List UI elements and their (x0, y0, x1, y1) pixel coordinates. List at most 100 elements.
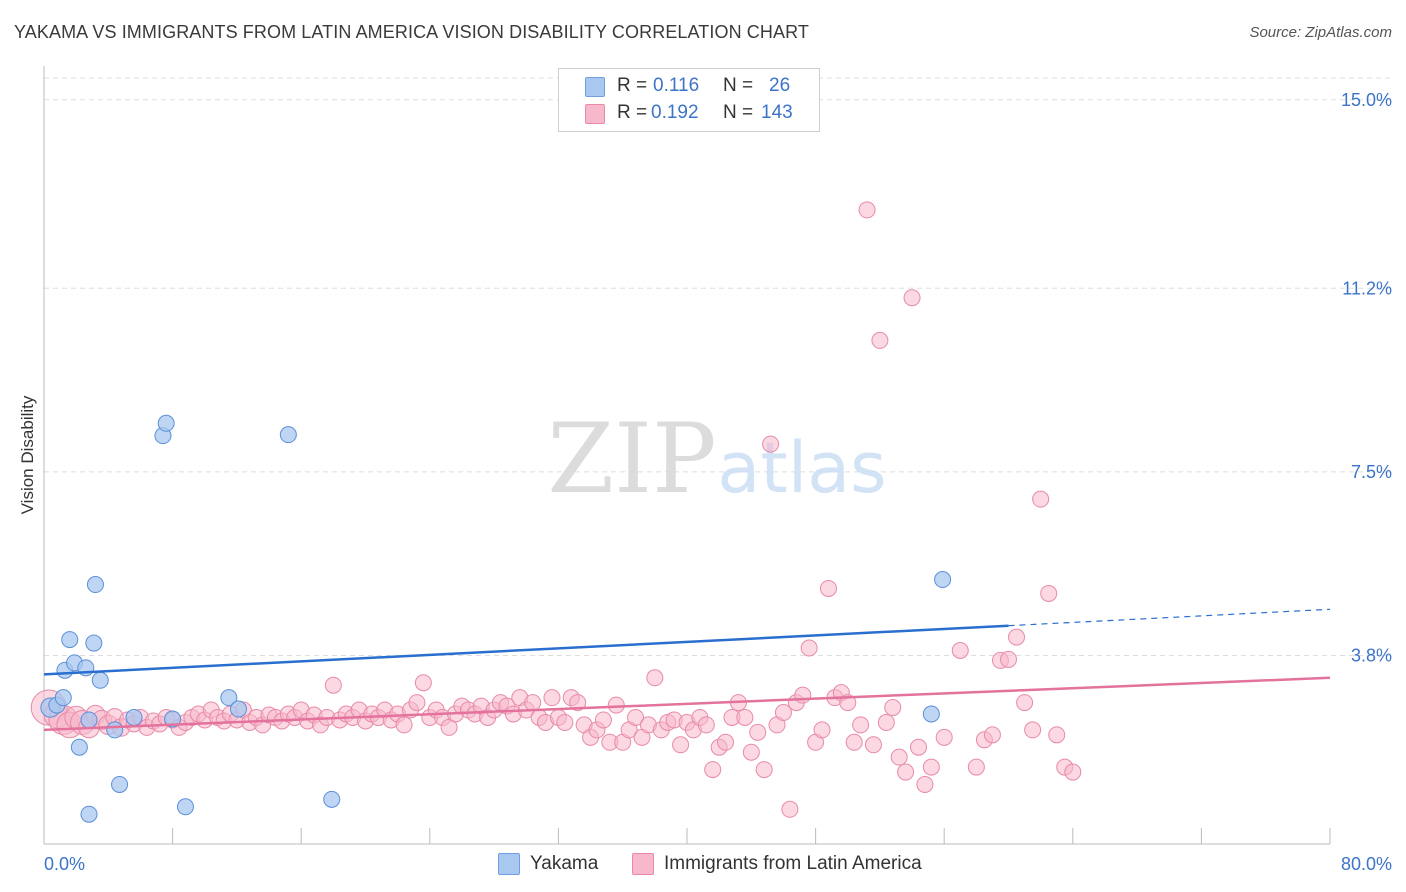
yakama-point-10 (85, 634, 103, 652)
latin-america-point-126 (852, 716, 870, 734)
latin-america-swatch (585, 104, 605, 124)
x-tick-label-1: 80.0% (1341, 854, 1392, 874)
latin-america-point-149 (1040, 584, 1058, 602)
yakama-point-22 (279, 426, 297, 444)
legend-latin-america-label: Immigrants from Latin America (664, 853, 922, 874)
legend-item-yakama[interactable]: Yakama (498, 852, 598, 876)
latin-america-point-137 (922, 758, 940, 776)
legend-yakama-label: Yakama (530, 853, 599, 874)
latin-america-point-94 (646, 669, 664, 687)
yakama-n-label: N = (723, 75, 754, 96)
latin-america-point-145 (1008, 628, 1026, 646)
latin-america-point-152 (1064, 763, 1082, 781)
yakama-point-9 (80, 805, 98, 823)
latin-america-point-80 (556, 713, 574, 731)
legend-yakama-swatch (498, 853, 520, 875)
yakama-r-value: 0.116 (653, 75, 700, 96)
yakama-point-23 (323, 790, 341, 808)
latin-america-r-label: R = (617, 102, 648, 123)
latin-america-point-75 (524, 694, 542, 712)
latin-america-point-129 (871, 331, 889, 349)
latin-america-point-146 (1016, 694, 1034, 712)
latin-america-point-111 (755, 761, 773, 779)
latin-america-point-144 (1000, 650, 1017, 668)
latin-america-point-58 (414, 674, 432, 692)
yakama-trend-line (43, 624, 1009, 676)
yakama-point-18 (164, 710, 182, 728)
yakama-point-14 (111, 775, 129, 793)
latin-america-point-102 (697, 716, 715, 734)
latin-america-point-125 (845, 733, 863, 751)
y-tick-label-2: 11.2% (1342, 278, 1392, 298)
yakama-trend-extension (1008, 608, 1331, 627)
yakama-point-19 (176, 798, 194, 816)
gridlines (44, 77, 1392, 656)
latin-america-point-108 (736, 708, 754, 726)
latin-america-point-117 (794, 686, 812, 704)
yakama-swatch (585, 77, 605, 97)
watermark-atlas: atlas (717, 427, 886, 509)
latin-america-point-148 (1032, 490, 1050, 508)
latin-america-point-127 (858, 201, 876, 219)
stats-legend: R = 0.116 N = 26 R = 0.192 N = 143 (558, 68, 820, 132)
latin-america-point-57 (408, 694, 426, 712)
yakama-point-4 (61, 631, 79, 649)
latin-america-point-44 (324, 676, 342, 694)
x-tick-label-0: 0.0% (44, 854, 85, 874)
y-tick-label-0: 3.8% (1351, 645, 1392, 665)
latin-america-point-114 (774, 704, 792, 722)
latin-america-point-138 (935, 728, 953, 746)
latin-america-point-136 (916, 775, 934, 793)
yakama-point-6 (70, 738, 88, 756)
latin-america-point-86 (594, 711, 612, 729)
y-tick-label-3: 15.0% (1341, 90, 1392, 110)
latin-america-point-118 (800, 639, 818, 657)
tick-labels: 3.8% 7.5% 11.2% 15.0% 0.0% 80.0% (44, 90, 1392, 874)
latin-america-point-78 (543, 689, 561, 707)
latin-america-point-105 (717, 733, 735, 751)
yakama-point-15 (125, 708, 143, 726)
yakama-point-2 (54, 689, 72, 707)
yakama-point-11 (86, 576, 104, 594)
latin-america-point-128 (864, 736, 882, 754)
latin-america-point-121 (819, 579, 837, 597)
yakama-point-13 (106, 721, 124, 739)
latin-america-point-88 (607, 696, 625, 714)
latin-america-point-115 (781, 800, 799, 818)
latin-america-point-112 (762, 435, 780, 453)
latin-america-n-label: N = (723, 102, 754, 123)
latin-america-point-131 (884, 699, 902, 717)
y-tick-label-1: 7.5% (1351, 462, 1392, 482)
latin-america-point-133 (897, 763, 915, 781)
yakama-point-20 (220, 689, 238, 707)
source-credit: Source: ZipAtlas.com (1249, 24, 1392, 41)
yakama-point-24 (922, 705, 940, 723)
latin-america-point-120 (813, 721, 831, 739)
latin-america-point-91 (627, 708, 645, 726)
latin-america-point-134 (903, 289, 921, 307)
latin-america-point-103 (704, 761, 722, 779)
latin-america-point-110 (749, 723, 767, 741)
watermark-zip: ZIP (547, 403, 716, 515)
latin-america-point-109 (742, 743, 760, 761)
latin-america-point-142 (983, 726, 1001, 744)
legend-item-latin-america[interactable]: Immigrants from Latin America (632, 852, 922, 876)
yakama-point-8 (80, 711, 98, 729)
latin-america-point-150 (1048, 726, 1066, 744)
yakama-point-25 (934, 571, 952, 589)
latin-america-point-55 (395, 716, 413, 734)
yakama-point-12 (91, 671, 109, 689)
watermark: ZIP atlas (547, 403, 886, 515)
yakama-r-label: R = (617, 75, 648, 96)
latin-america-point-147 (1024, 721, 1042, 739)
latin-america-point-132 (890, 748, 908, 766)
latin-america-n-value: 143 (761, 102, 793, 123)
latin-america-point-135 (909, 738, 927, 756)
yakama-point-21 (230, 700, 248, 718)
latin-america-trend-line (43, 676, 1331, 732)
latin-america-point-139 (951, 642, 969, 659)
yakama-point-17 (157, 414, 175, 432)
series-yakama-points (40, 414, 952, 823)
chart-title: YAKAMA VS IMMIGRANTS FROM LATIN AMERICA … (14, 22, 809, 42)
